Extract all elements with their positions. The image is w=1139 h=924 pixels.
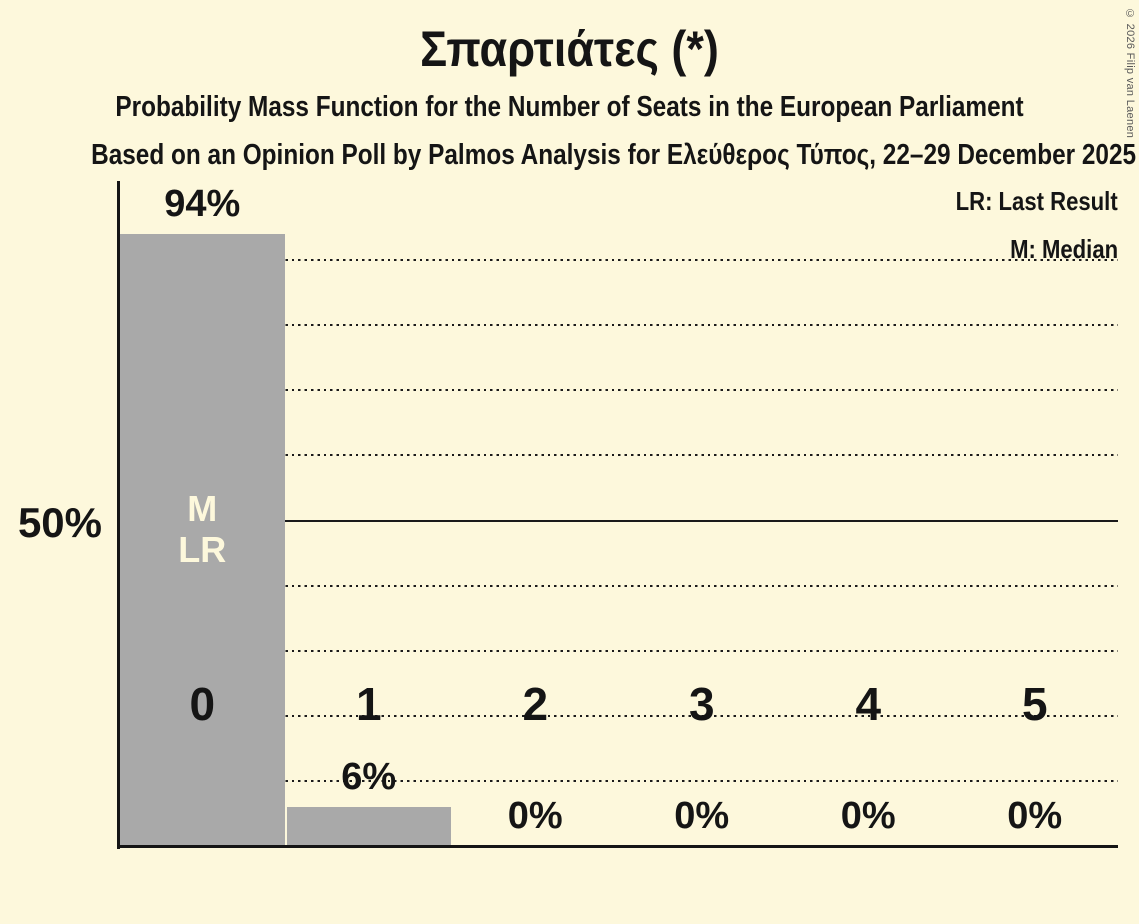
bar-value-label: 0% (1007, 795, 1063, 837)
page-title: Σπαρτιάτες (*) (420, 21, 719, 77)
bar-value-label: 0% (674, 795, 730, 837)
bar-seats-0 (120, 234, 285, 846)
copyright-note: © 2026 Filip van Laenen (1124, 8, 1136, 139)
x-axis-label-0: 0 (189, 678, 216, 730)
y-axis-tick-label: 50% (17, 499, 102, 546)
gridline-dotted-20 (119, 714, 1118, 717)
median-marker-label: M (187, 487, 218, 529)
x-axis-label-4: 4 (855, 678, 882, 730)
gridline-dotted-30 (119, 649, 1118, 652)
x-axis-label-5: 5 (1021, 678, 1048, 730)
bar-seats-1 (286, 806, 451, 846)
bar-value-label: 6% (341, 755, 397, 798)
legend-median-label: M: Median (1009, 234, 1118, 264)
legend-last-result-label: LR: Last Result (955, 186, 1118, 216)
x-axis-line (117, 845, 1118, 848)
gridline-dotted-70 (119, 389, 1118, 392)
x-axis-label-2: 2 (522, 678, 549, 730)
subtitle-line-2: Based on an Opinion Poll by Palmos Analy… (91, 139, 1137, 171)
x-axis-label-1: 1 (355, 678, 382, 730)
gridline-dotted-90 (119, 259, 1118, 262)
x-axis-label-3: 3 (688, 678, 715, 730)
bar-value-label: 0% (840, 795, 896, 837)
marker-block: M LR (178, 488, 226, 570)
gridline-dotted-40 (119, 584, 1118, 587)
bar-value-label: 0% (507, 795, 563, 837)
gridline-solid-50 (119, 519, 1118, 522)
gridline-dotted-10 (119, 779, 1118, 782)
gridline-dotted-60 (119, 454, 1118, 457)
last-result-marker-label: LR (178, 528, 227, 570)
bar-value-label: 94% (164, 183, 241, 226)
y-axis-line (117, 181, 120, 849)
subtitle-line-1: Probability Mass Function for the Number… (115, 91, 1024, 123)
plot-area: 94% 6% 0% 0% 0% 0% M LR (119, 182, 1118, 846)
gridline-dotted-80 (119, 324, 1118, 327)
